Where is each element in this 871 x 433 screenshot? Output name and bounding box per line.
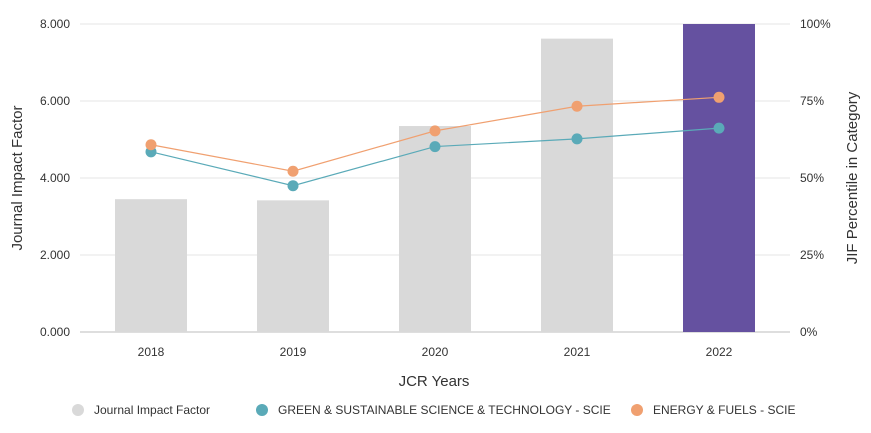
y-left-tick-label: 0.000	[40, 325, 70, 339]
legend-marker	[72, 404, 84, 416]
y-right-tick-label: 100%	[800, 17, 831, 31]
y-left-tick-label: 8.000	[40, 17, 70, 31]
series-point-1	[571, 100, 583, 112]
bar-2021	[541, 38, 613, 332]
x-tick-label: 2019	[280, 345, 307, 359]
series-point-1	[713, 91, 725, 103]
x-tick-label: 2022	[706, 345, 733, 359]
series-lines	[145, 91, 725, 192]
bar-2020	[399, 126, 471, 333]
series-point-1	[145, 139, 157, 151]
legend-marker	[256, 404, 268, 416]
x-tick-label: 2020	[422, 345, 449, 359]
legend: Journal Impact Factor GREEN & SUSTAINABLE…	[72, 403, 795, 417]
legend-label: ENERGY & FUELS - SCIE	[653, 403, 795, 417]
axes: 0.000 2.000 4.000 6.000 8.000 0% 25% 50% 75% 100%…	[40, 17, 831, 359]
bars	[115, 24, 755, 333]
y-right-tick-label: 0%	[800, 325, 818, 339]
series-point-0	[713, 122, 725, 134]
y-left-tick-label: 6.000	[40, 94, 70, 108]
series-point-1	[287, 165, 299, 177]
series-point-0	[429, 141, 441, 153]
bar-2022	[683, 24, 755, 332]
legend-label: GREEN & SUSTAINABLE SCIENCE & TECHNOLOGY…	[278, 403, 611, 417]
y-right-tick-label: 50%	[800, 171, 824, 185]
legend-label: Journal Impact Factor	[94, 403, 210, 417]
y-right-tick-label: 25%	[800, 248, 824, 262]
bar-2018	[115, 199, 187, 332]
series-point-1	[429, 125, 441, 137]
x-tick-label: 2018	[138, 345, 165, 359]
x-axis-title: JCR Years	[399, 373, 470, 390]
series-point-0	[287, 180, 299, 192]
y-right-tick-label: 75%	[800, 94, 824, 108]
series-point-0	[571, 133, 583, 145]
y-left-tick-label: 4.000	[40, 171, 70, 185]
y-left-axis-title: Journal Impact Factor	[9, 105, 26, 250]
bar-2019	[257, 200, 329, 332]
x-tick-label: 2021	[564, 345, 591, 359]
legend-marker	[631, 404, 643, 416]
y-left-tick-label: 2.000	[40, 248, 70, 262]
y-right-axis-title: JIF Percentile in Category	[844, 91, 861, 264]
